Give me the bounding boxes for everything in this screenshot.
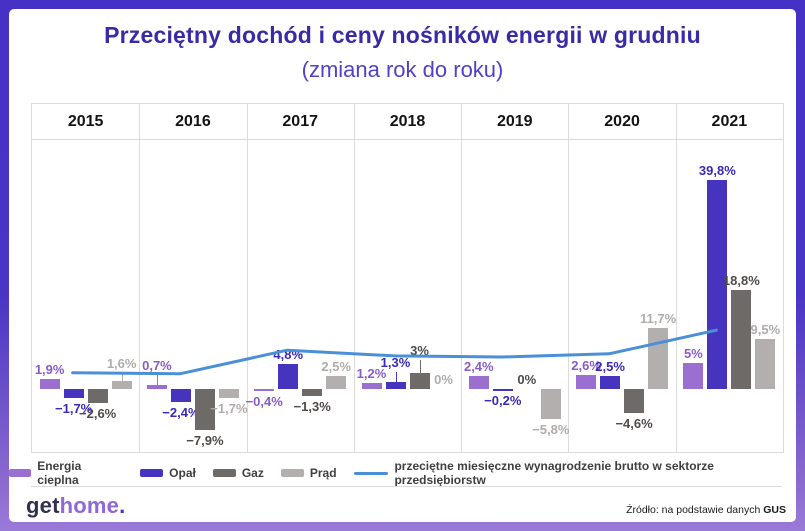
logo-home: home: [59, 493, 120, 518]
bar-value-label: −7,9%: [186, 433, 224, 449]
year-label: 2020: [604, 113, 640, 130]
legend-item-wage-line: przeciętne miesięczne wynagrodzenie brut…: [353, 459, 796, 487]
bar-gaz-2018: [409, 373, 430, 389]
bar-value-label: 0%: [517, 372, 537, 387]
bar-opał-2015: [63, 389, 84, 398]
source-note: Źródło: na podstawie danych GUS: [626, 504, 786, 516]
label-connector-line: [419, 360, 421, 374]
bar-value-label: −2,6%: [79, 405, 117, 421]
bar-prąd-2021: [755, 339, 776, 389]
bar-value-label: −5,8%: [532, 422, 570, 438]
bar-value-label: 1,6%: [106, 355, 137, 371]
legend-swatch-opal: [140, 469, 164, 477]
chart-area: 2015 2016 2017 2018 2019 2020 2021 1,9% 0,7% −0,4…: [31, 103, 784, 453]
column-separator: [246, 104, 248, 452]
bar-opał-2020: [600, 375, 621, 389]
bar-value-label: 1,9%: [34, 362, 65, 378]
bar-prąd-2019: [540, 389, 561, 420]
bar-energia-cieplna-2021: [683, 362, 704, 389]
source-gus: GUS: [763, 504, 786, 516]
bar-value-label: 0,7%: [142, 358, 172, 374]
legend-swatch-energia-cieplna: [9, 469, 32, 477]
bar-value-label: 9,5%: [750, 322, 781, 338]
legend-swatch-gaz: [212, 469, 236, 477]
column-separator: [139, 104, 141, 452]
bar-prąd-2020: [648, 327, 669, 389]
legend-label-prad: Prąd: [309, 466, 337, 480]
legend-label-gaz: Gaz: [241, 466, 264, 480]
column-separator: [461, 104, 463, 452]
bar-gaz-2017: [302, 389, 323, 396]
bar-value-label: 3%: [410, 343, 429, 359]
logo-dot: .: [119, 493, 126, 518]
label-connector-line: [156, 375, 158, 386]
bar-value-label: 11,7%: [639, 310, 677, 326]
year-label: 2019: [496, 113, 533, 130]
bar-opał-2016: [170, 389, 191, 402]
label-connector-line: [121, 372, 123, 381]
wage-trend-line: [71, 328, 718, 376]
chart-subtitle: (zmiana rok do roku): [301, 57, 504, 82]
legend-label-wage-line: przeciętne miesięczne wynagrodzenie brut…: [394, 459, 714, 487]
legend-line-swatch: [353, 471, 389, 475]
bar-energia-cieplna-2018: [361, 382, 382, 389]
column-separator: [568, 104, 570, 452]
bar-value-label: 0%: [434, 372, 453, 387]
bar-opał-2019: [492, 389, 513, 391]
bar-value-label: 2,5%: [595, 358, 625, 374]
footer-divider: [31, 486, 782, 487]
bar-prąd-2015: [111, 380, 132, 389]
bar-value-label: −1,3%: [293, 398, 331, 414]
bar-energia-cieplna-2019: [468, 376, 489, 389]
year-label: 2015: [67, 113, 104, 130]
bar-energia-cieplna-2015: [39, 379, 60, 389]
bar-value-label: −1,7%: [210, 400, 248, 416]
bar-value-label: 2,5%: [321, 358, 352, 374]
bar-prąd-2017: [326, 375, 347, 389]
column-separator: [353, 104, 355, 452]
bar-gaz-2020: [624, 389, 645, 414]
legend-label-opal: Opał: [169, 466, 196, 480]
chart-header-divider: [32, 139, 783, 140]
bar-value-label: −0,2%: [484, 393, 522, 409]
year-label: 2021: [711, 113, 748, 130]
infographic-page: Przeciętny dochód i ceny nośników energi…: [9, 9, 796, 522]
chart-legend: Energia cieplna Opał Gaz Prąd przeciętne…: [9, 459, 796, 487]
label-connector-line: [395, 372, 397, 383]
legend-label-energia-cieplna: Energia cieplna: [37, 459, 82, 487]
bar-opał-2017: [278, 363, 299, 389]
bar-value-label: 2,4%: [463, 359, 494, 375]
bar-value-label: 5%: [683, 345, 703, 361]
bar-opał-2018: [385, 382, 406, 389]
legend-item-prad: Prąd: [280, 466, 337, 480]
bar-value-label: −0,4%: [245, 394, 283, 410]
bar-value-label: 18,8%: [722, 273, 760, 289]
bar-gaz-2016: [194, 389, 215, 431]
bar-energia-cieplna-2016: [146, 385, 167, 389]
year-label: 2016: [175, 113, 211, 130]
bar-energia-cieplna-2020: [576, 375, 597, 389]
bar-value-label: 1,3%: [380, 355, 411, 371]
legend-item-opal: Opał: [140, 466, 196, 480]
bar-prąd-2016: [218, 389, 239, 398]
bar-energia-cieplna-2017: [254, 389, 275, 392]
year-label: 2017: [282, 113, 318, 130]
bar-value-label: −1,7%: [55, 400, 93, 416]
legend-swatch-prad: [280, 469, 304, 477]
year-label: 2018: [389, 113, 426, 130]
column-separator: [675, 104, 677, 452]
bar-value-label: 4,8%: [273, 346, 304, 362]
bar-gaz-2015: [87, 389, 108, 403]
bar-value-label: 39,8%: [698, 163, 736, 179]
source-prefix: Źródło: na podstawie danych: [626, 504, 764, 516]
gethome-logo: gethome.: [26, 493, 125, 519]
bar-value-label: −2,4%: [162, 404, 200, 420]
bar-value-label: −4,6%: [615, 416, 653, 432]
legend-item-gaz: Gaz: [212, 466, 264, 480]
chart-title: Przeciętny dochód i ceny nośników energi…: [104, 22, 701, 48]
bar-gaz-2021: [731, 290, 752, 389]
legend-item-energia-cieplna: Energia cieplna: [9, 459, 123, 487]
logo-get: get: [26, 493, 60, 518]
